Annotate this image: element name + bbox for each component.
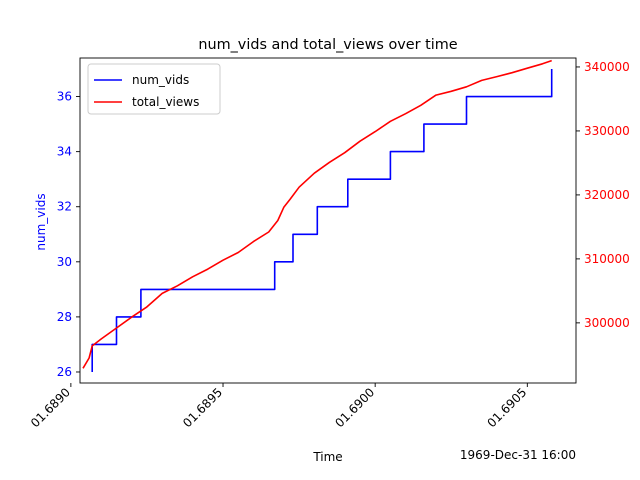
left-axis-tick-label: 26 (57, 365, 72, 379)
left-axis-tick-label: 36 (57, 90, 72, 104)
plot-frame (79, 57, 577, 384)
right-axis-tick-label: 320000 (584, 188, 630, 202)
chart-title: num_vids and total_views over time (198, 37, 457, 53)
left-axis-tick-label: 32 (57, 200, 72, 214)
series-line-num-vids (91, 69, 553, 372)
left-axis-tick-label: 28 (57, 310, 72, 324)
legend-label: total_views (132, 95, 199, 109)
right-axis-tick-label: 310000 (584, 252, 630, 266)
series-line-total-views (82, 59, 552, 369)
x-axis-label: Time (312, 450, 342, 464)
right-axis-tick-label: 300000 (584, 316, 630, 330)
right-axis-tick-label: 330000 (584, 124, 630, 138)
left-axis-tick-label: 30 (57, 255, 72, 269)
legend-label: num_vids (132, 73, 189, 87)
right-axis-tick-label: 340000 (584, 60, 630, 74)
x-offset-label: 1969-Dec-31 16:00 (460, 448, 576, 462)
left-axis-tick-label: 34 (57, 145, 72, 159)
left-axis-label: num_vids (34, 193, 48, 250)
